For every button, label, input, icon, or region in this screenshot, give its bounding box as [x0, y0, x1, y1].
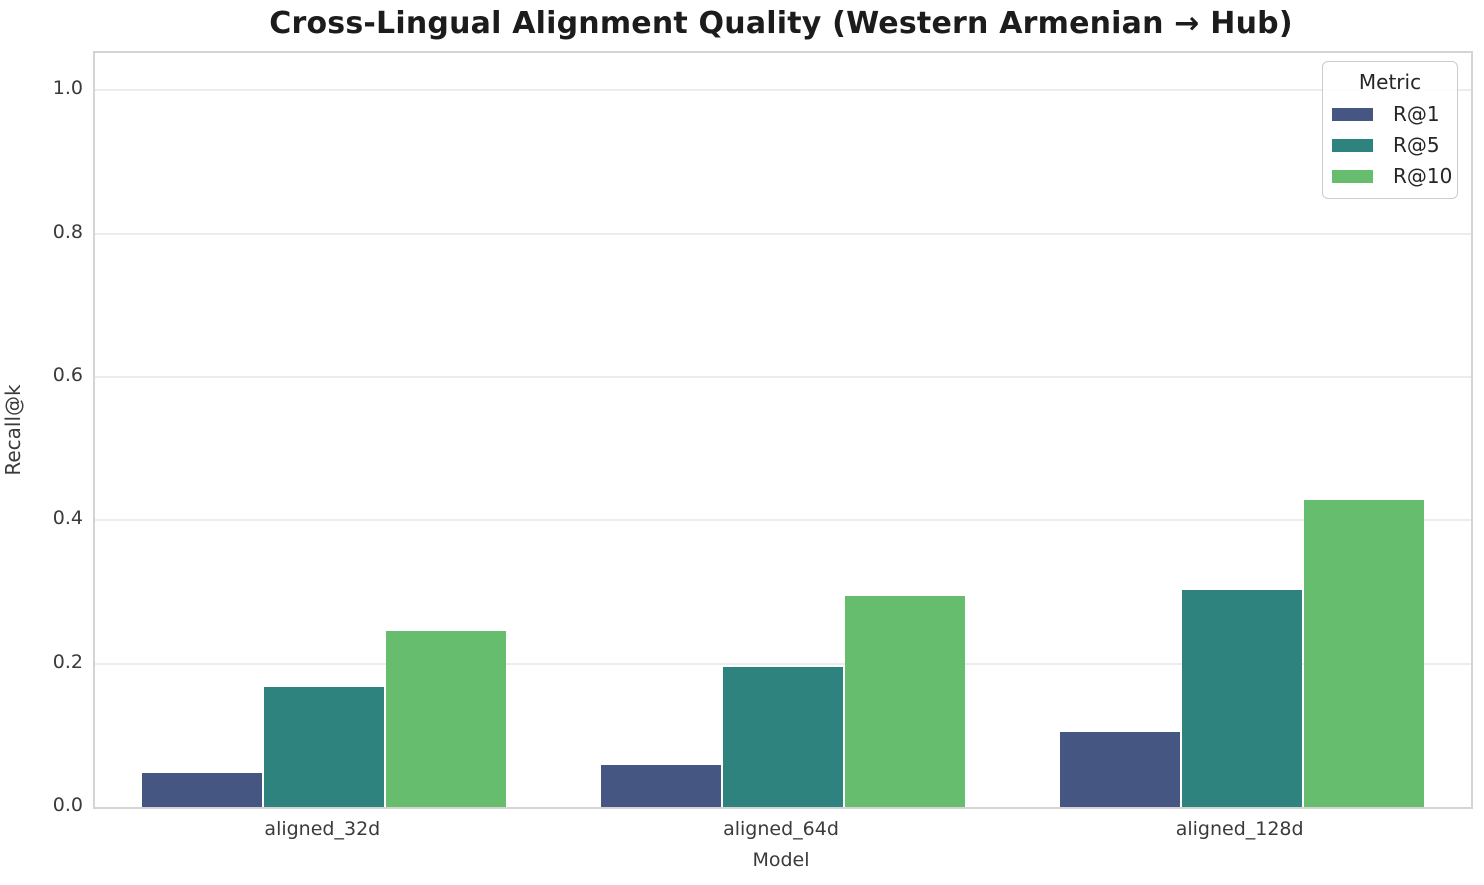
y-tick-label: 0.6 — [52, 363, 83, 386]
y-tick-label: 0.8 — [52, 220, 83, 243]
y-tick-label: 1.0 — [52, 77, 83, 100]
bar-aligned_32d-R@1 — [142, 772, 263, 807]
legend-swatch-icon — [1332, 169, 1373, 183]
y-tick-label: 0.0 — [52, 794, 83, 816]
bar-group-aligned_32d — [95, 53, 554, 807]
bar-aligned_128d-R@5 — [1181, 589, 1302, 807]
legend-label: R@5 — [1393, 133, 1440, 157]
bar-aligned_64d-R@5 — [722, 666, 843, 807]
x-axis-label: Model — [752, 849, 810, 871]
bar-aligned_128d-R@10 — [1303, 500, 1424, 807]
y-tick-label: 0.2 — [52, 650, 83, 673]
legend-item-R@10: R@10 — [1323, 164, 1457, 188]
bar-group-aligned_128d — [1012, 53, 1471, 807]
legend-label: R@1 — [1393, 102, 1440, 126]
legend-item-R@1: R@1 — [1323, 102, 1457, 126]
bar-aligned_128d-R@1 — [1059, 731, 1180, 807]
plot-area — [93, 51, 1473, 809]
gridline — [95, 519, 1471, 522]
bar-group-aligned_64d — [554, 53, 1013, 807]
bar-aligned_32d-R@10 — [386, 631, 507, 807]
x-tick-label: aligned_128d — [1175, 818, 1304, 840]
chart-title: Cross-Lingual Alignment Quality (Western… — [269, 6, 1293, 41]
gridline — [95, 662, 1471, 665]
bar-aligned_64d-R@1 — [600, 765, 721, 807]
x-tick-label: aligned_32d — [264, 818, 381, 840]
legend-title: Metric — [1358, 70, 1422, 94]
bar-aligned_32d-R@5 — [264, 686, 385, 807]
legend: Metric R@1 R@5 R@10 — [1322, 61, 1458, 199]
gridline — [95, 375, 1471, 378]
gridline — [95, 89, 1471, 92]
bar-aligned_64d-R@10 — [844, 596, 965, 807]
legend-item-R@5: R@5 — [1323, 133, 1457, 157]
x-tick-label: aligned_64d — [723, 818, 839, 840]
y-axis-label: Recall@k — [1, 384, 25, 476]
legend-label: R@10 — [1393, 164, 1453, 188]
legend-swatch-icon — [1332, 138, 1373, 152]
legend-swatch-icon — [1332, 107, 1373, 121]
gridline — [95, 232, 1471, 235]
y-tick-label: 0.4 — [52, 507, 83, 530]
